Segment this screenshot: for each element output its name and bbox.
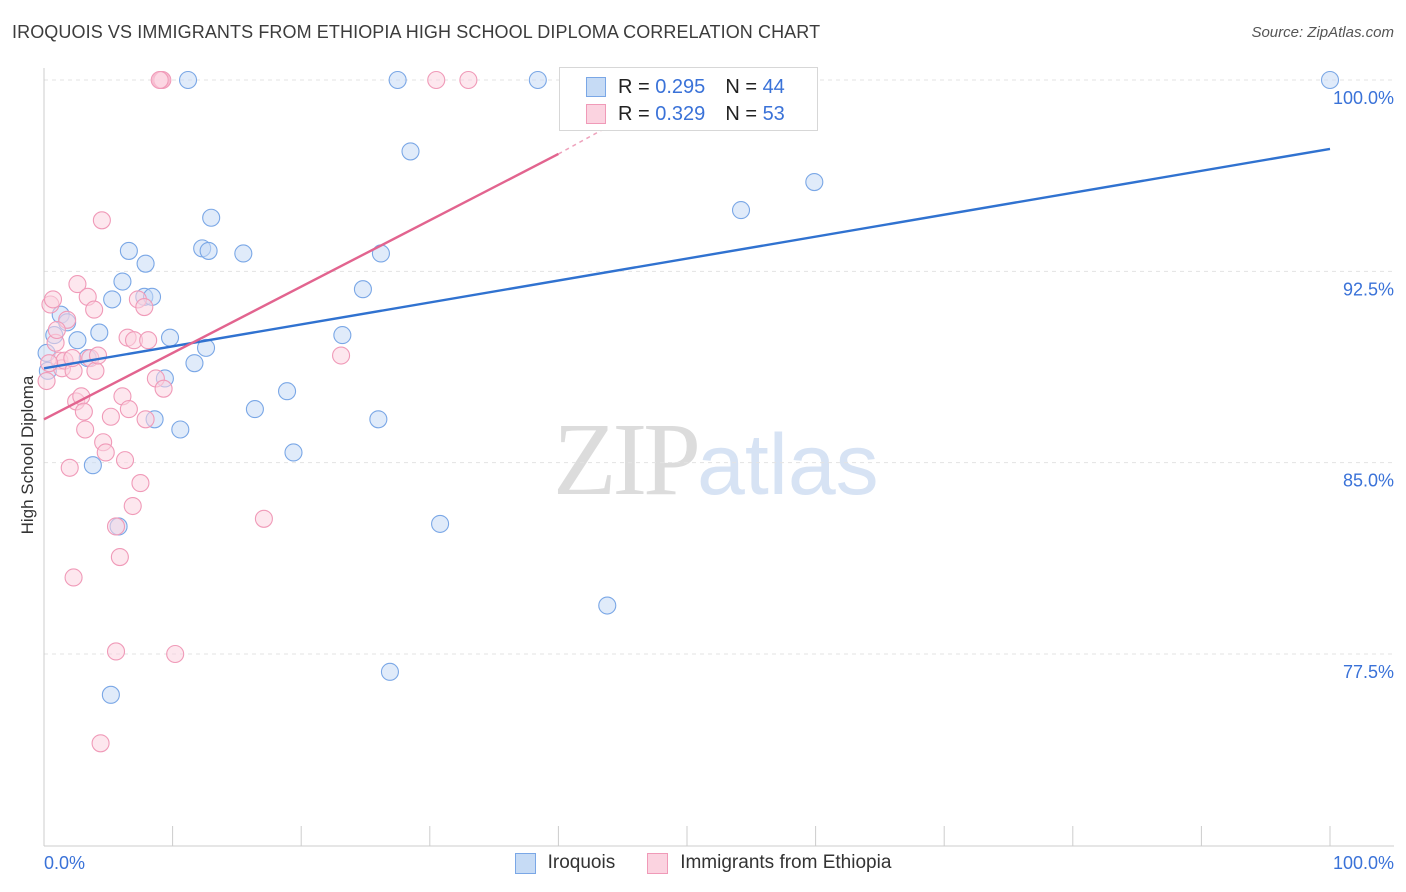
series-legend-iroquois[interactable]: Iroquois [514,852,616,874]
series-name-ethiopia: Immigrants from Ethiopia [680,852,892,873]
legend-swatch-ethiopia [586,104,606,124]
y-axis-label: High School Diploma [18,375,37,535]
ethiopia-point [76,420,95,439]
iroquois-point [401,142,420,161]
x-tick-label: 100.0% [1333,853,1394,873]
y-tick-label: 100.0% [1333,88,1394,108]
ethiopia-point [43,290,63,309]
iroquois-point [83,456,102,475]
iroquois-point [598,596,617,615]
ethiopia-point [115,451,135,470]
iroquois-point [1320,70,1340,90]
ethiopia-point [254,509,273,528]
ethiopia-point [101,407,120,426]
chart-title: IROQUOIS VS IMMIGRANTS FROM ETHIOPIA HIG… [12,22,821,42]
ethiopia-point [150,70,169,90]
iroquois-point [103,290,122,309]
ethiopia-point [74,402,93,421]
ethiopia-point [96,443,115,462]
legend-n-value: 44 [762,75,785,98]
ethiopia-trend-line [43,152,559,421]
iroquois-point [278,382,297,401]
iroquois-point [431,514,450,533]
y-tick-label: 92.5% [1343,279,1394,299]
series-name-iroquois: Iroquois [547,852,616,873]
legend-r-label: R = [618,102,650,125]
iroquois-point [68,331,87,350]
ethiopia-point [135,297,154,317]
ethiopia-point [459,70,478,90]
iroquois-point [380,662,399,681]
legend-n-value: 53 [762,102,785,125]
iroquois-point [171,420,190,439]
iroquois-point [284,443,303,462]
legend-row-iroquois: R = 0.295 N = 44 [586,74,785,100]
legend-n-label: N = [725,75,757,98]
legend-n-label: N = [725,102,757,125]
iroquois-point [333,326,352,345]
iroquois-point [388,70,407,90]
ethiopia-point [119,400,138,419]
ethiopia-point [68,275,87,294]
ethiopia-point [60,458,79,477]
iroquois-point [101,685,120,704]
ethiopia-point [37,371,56,391]
iroquois-point [234,244,253,263]
ethiopia-point [91,734,110,753]
ethiopia-point [139,331,158,350]
ethiopia-point [85,300,104,319]
iroquois-point [528,70,547,90]
ethiopia-point [136,410,155,429]
iroquois-point [160,328,180,347]
iroquois-point [353,280,372,299]
ethiopia-point [131,474,150,493]
ethiopia-point [64,568,83,587]
iroquois-point [185,354,204,373]
iroquois-point [119,241,138,260]
ethiopia-point [332,346,351,365]
iroquois-point [369,410,388,429]
ethiopia-point [166,644,185,664]
ethiopia-point [47,320,66,340]
iroquois-point [805,172,824,192]
legend-r-value: 0.295 [655,75,706,98]
legend-swatch-iroquois [586,77,606,97]
source-label: Source: ZipAtlas.com [1251,24,1394,41]
iroquois-point [113,272,132,291]
series-swatch-ethiopia [647,852,669,874]
iroquois-point [731,201,751,220]
ethiopia-point [106,517,126,536]
iroquois-point [178,70,198,90]
legend-row-ethiopia: R = 0.329 N = 53 [586,101,785,127]
ethiopia-point [110,548,129,567]
ethiopia-point [427,70,446,90]
iroquois-point [196,338,216,357]
series-legend: Iroquois Immigrants from Ethiopia [0,852,1406,874]
ethiopia-point [106,642,126,661]
y-tick-label: 77.5% [1343,662,1394,682]
iroquois-point [136,254,155,273]
ethiopia-point [123,496,142,516]
iroquois-point [202,208,221,227]
ethiopia-point [92,211,111,230]
ethiopia-point [154,379,173,398]
y-tick-label: 85.0% [1343,471,1394,491]
series-legend-ethiopia[interactable]: Immigrants from Ethiopia [647,852,891,874]
ethiopia-point [88,346,108,365]
legend-r-value: 0.329 [655,102,706,125]
legend: R = 0.295 N = 44 R = 0.329 N = 53 [559,67,818,131]
series-swatch-iroquois [514,852,536,874]
ethiopia-point [86,361,105,380]
x-tick-label: 0.0% [44,853,85,873]
legend-r-label: R = [618,75,650,98]
iroquois-point [199,241,218,260]
iroquois-point [245,400,264,419]
ethiopia-point [40,354,59,373]
ethiopia-trend-extension [558,127,606,155]
iroquois-point [90,323,109,342]
iroquois-trend-line [43,147,1331,370]
